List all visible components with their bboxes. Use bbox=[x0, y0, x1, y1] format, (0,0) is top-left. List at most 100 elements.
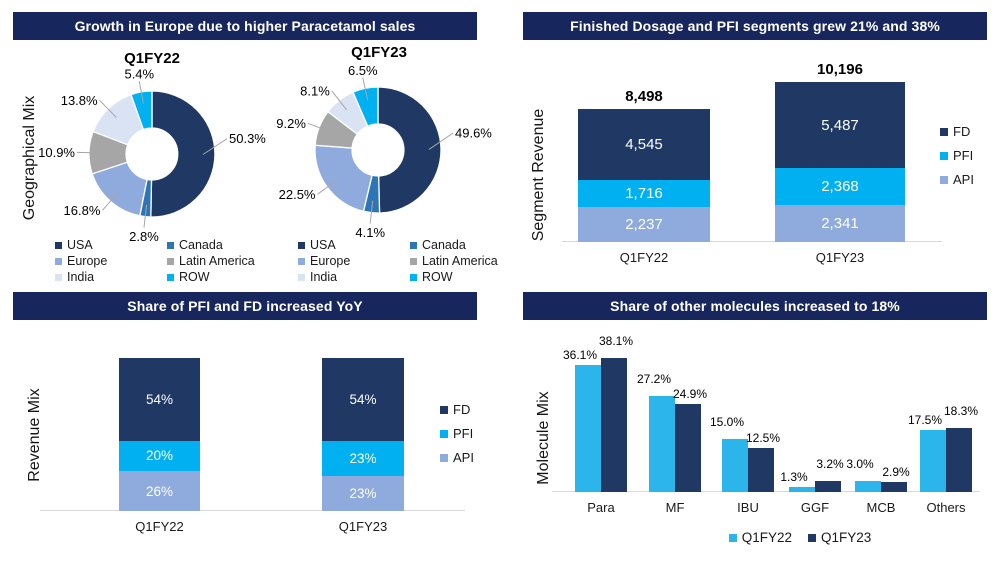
grouped-bar-Q1FY23-Para bbox=[601, 357, 627, 492]
x-axis-label: MCB bbox=[866, 500, 896, 515]
bar-segment-API: 2,341 bbox=[775, 205, 905, 242]
x-axis-label: Q1FY22 bbox=[135, 519, 184, 534]
panel-title-bar: Growth in Europe due to higher Paracetam… bbox=[13, 12, 477, 40]
legend-swatch bbox=[55, 273, 62, 281]
legend-item: API bbox=[940, 172, 974, 187]
legend-item: ROW bbox=[167, 270, 255, 284]
legend-label: USA bbox=[67, 238, 93, 252]
segment-value-label: 23% bbox=[349, 450, 377, 466]
grouped-bar-Q1FY22-GGF bbox=[789, 487, 815, 492]
legend-swatch bbox=[728, 533, 737, 542]
legend-swatch bbox=[298, 241, 305, 249]
slice-percent-label: 22.5% bbox=[279, 187, 316, 202]
panel-revenue-mix: Share of PFI and FD increased YoY Revenu… bbox=[10, 290, 480, 556]
slice-percent-label: 4.1% bbox=[355, 225, 385, 240]
slice-percent-label: 5.4% bbox=[124, 67, 154, 82]
label-leader-line bbox=[331, 90, 347, 111]
legend-item: Canada bbox=[410, 238, 498, 252]
stacked-bar-Q1FY22: 4,545 1,716 2,237 bbox=[578, 109, 710, 242]
segment-value-label: 2,341 bbox=[821, 215, 859, 233]
donut-chart-Q1FY22: 50.3% 2.8% 16.8% 10.9% 13.8% 5.4% bbox=[38, 67, 266, 245]
bar-segment-API: 2,237 bbox=[578, 206, 710, 242]
legend-label: Canada bbox=[422, 238, 466, 252]
plot-area: 54% 20% 26% 54% 23% 23% bbox=[10, 290, 480, 511]
segment-value-label: 54% bbox=[349, 391, 377, 407]
slice-percent-label: 49.6% bbox=[455, 126, 492, 141]
legend-label: ROW bbox=[179, 270, 210, 284]
legend-swatch bbox=[410, 273, 417, 281]
legend-swatch bbox=[440, 405, 448, 414]
legend-label: Europe bbox=[67, 254, 108, 268]
bar-value-label: 2.9% bbox=[882, 464, 910, 479]
bar-value-label: 36.1% bbox=[562, 347, 598, 362]
slice-percent-label: 8.1% bbox=[300, 83, 330, 98]
legend-item: FD bbox=[940, 124, 974, 139]
legend-item: Europe bbox=[298, 254, 410, 268]
slice-percent-label: 10.9% bbox=[38, 145, 75, 160]
label-leader-line bbox=[143, 204, 148, 228]
legend-label: ROW bbox=[422, 270, 453, 284]
grouped-bar-Q1FY22-Others bbox=[920, 430, 946, 492]
legend-label: FD bbox=[953, 124, 971, 139]
legend-swatch bbox=[940, 175, 948, 184]
legend-item: ROW bbox=[410, 270, 498, 284]
bar-total-label: 10,196 bbox=[817, 61, 863, 79]
bar-segment-API: 26% bbox=[119, 471, 200, 511]
donut-slice-usa bbox=[150, 90, 216, 218]
label-leader-line bbox=[369, 200, 374, 224]
legend-swatch bbox=[167, 241, 174, 249]
label-leader-line bbox=[102, 191, 119, 211]
stacked-bar-Q1FY23: 54% 23% 23% bbox=[322, 358, 404, 511]
stacked-bar-Q1FY23: 5,487 2,368 2,341 bbox=[775, 82, 905, 242]
plot-area: 36.1% 38.1% 27.2% 24.9% 15.0% 12.5% 1.3% 3.2% 3.… bbox=[520, 290, 990, 492]
legend-item: USA bbox=[298, 238, 410, 252]
legend-label: FD bbox=[453, 402, 471, 417]
label-leader-line bbox=[138, 81, 144, 104]
stacked-bar-Q1FY22: 54% 20% 26% bbox=[119, 358, 200, 511]
legend-label: Latin America bbox=[179, 254, 255, 268]
legend-item: Q1FY22 bbox=[728, 530, 792, 545]
bar-value-label: 17.5% bbox=[907, 413, 943, 428]
bar-value-label: 24.9% bbox=[672, 387, 708, 402]
legend-swatch bbox=[440, 453, 448, 462]
legend-label: Q1FY23 bbox=[821, 530, 872, 545]
segment-value-label: 20% bbox=[145, 448, 174, 464]
legend-swatch bbox=[55, 257, 62, 265]
donut-period-title: Q1FY22 bbox=[124, 50, 180, 67]
legend-label: Latin America bbox=[422, 254, 498, 268]
bar-segment-PFI: 20% bbox=[119, 440, 200, 472]
series-legend: FD PFI API bbox=[940, 124, 974, 187]
x-axis-label: Q1FY23 bbox=[815, 250, 865, 265]
donut-period-title: Q1FY23 bbox=[351, 44, 407, 61]
bar-value-label: 27.2% bbox=[636, 372, 672, 387]
bar-segment-FD: 54% bbox=[322, 358, 404, 441]
legend-item: PFI bbox=[940, 148, 974, 163]
bar-value-label: 18.3% bbox=[943, 403, 979, 418]
donut-chart-Q1FY23: 49.6% 4.1% 22.5% 9.2% 8.1% 6.5% bbox=[276, 63, 492, 240]
series-legend: Q1FY22 Q1FY23 bbox=[620, 530, 980, 545]
panel-molecule-mix: Share of other molecules increased to 18… bbox=[520, 290, 990, 556]
label-leader-line bbox=[202, 138, 228, 155]
donut-slice-row bbox=[352, 86, 379, 127]
legend-swatch bbox=[167, 273, 174, 281]
legend-swatch bbox=[410, 241, 417, 249]
grouped-bar-Q1FY23-MCB bbox=[881, 481, 907, 492]
bar-value-label: 15.0% bbox=[709, 415, 745, 430]
legend-item: USA bbox=[55, 238, 167, 252]
legend-swatch bbox=[410, 257, 417, 265]
bar-segment-FD: 4,545 bbox=[578, 109, 710, 181]
bar-segment-PFI: 1,716 bbox=[578, 180, 710, 207]
grouped-bar-Q1FY22-MCB bbox=[855, 481, 881, 492]
label-leader-line bbox=[428, 132, 454, 150]
legend-label: USA bbox=[310, 238, 336, 252]
legend-item: Latin America bbox=[410, 254, 498, 268]
slice-percent-label: 6.5% bbox=[348, 63, 378, 78]
plot-area: 4,545 1,716 2,237 8,498 5,487 2,368 2,341 10,19… bbox=[520, 10, 990, 242]
panel-title-bar: Share of other molecules increased to 18… bbox=[523, 292, 987, 320]
stacked-bar-area: 54% 20% 26% 54% 23% 23% Q1FY22 Q1FY23 FD PFI API bbox=[10, 290, 480, 556]
legend-swatch bbox=[940, 127, 948, 136]
legend-item: Canada bbox=[167, 238, 255, 252]
bar-value-label: 3.2% bbox=[816, 456, 844, 471]
bar-value-label: 38.1% bbox=[598, 333, 634, 348]
